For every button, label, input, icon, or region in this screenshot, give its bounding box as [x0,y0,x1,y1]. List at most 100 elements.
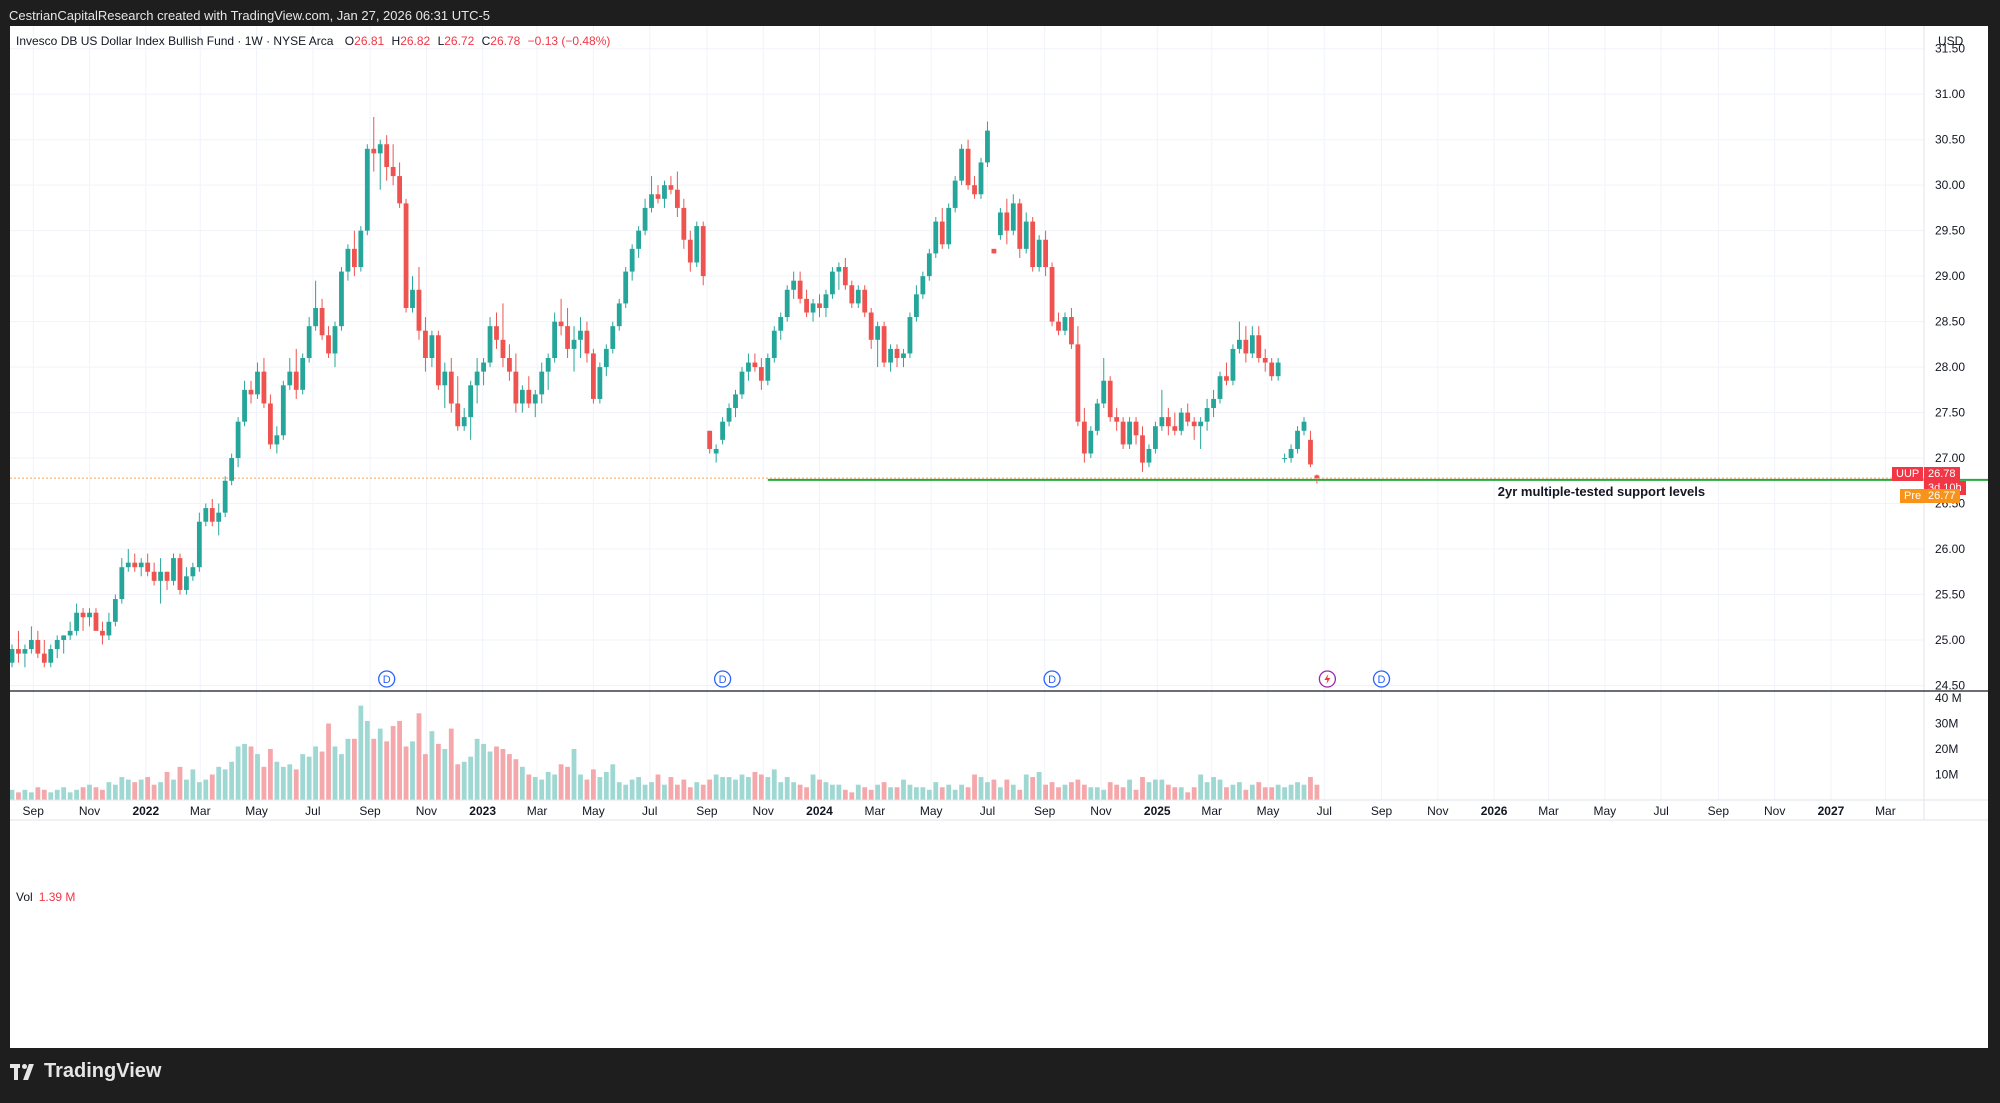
candle-body[interactable] [10,649,15,663]
candle-body[interactable] [1211,398,1216,409]
candle-body[interactable] [358,230,364,268]
candle-body[interactable] [1237,339,1242,349]
candle-body[interactable] [965,148,971,186]
dividend-marker[interactable] [378,670,396,688]
candle-body[interactable] [758,367,764,381]
candle-body[interactable] [16,649,21,654]
candle-body[interactable] [1295,430,1300,449]
candle-body[interactable] [894,348,900,358]
candle-body[interactable] [726,408,732,422]
candle-body[interactable] [914,294,919,318]
candle-body[interactable] [74,612,79,631]
candle-body[interactable] [1010,203,1016,231]
candle-body[interactable] [907,317,913,354]
candle-body[interactable] [539,371,545,395]
candle-body[interactable] [584,330,590,354]
candle-body[interactable] [1062,317,1068,331]
candle-body[interactable] [28,639,34,650]
candle-body[interactable] [1120,421,1126,445]
dividend-marker[interactable] [713,670,732,688]
candle-body[interactable] [1262,358,1268,363]
currency-label[interactable]: USD [1938,34,1964,48]
candle-body[interactable] [209,508,215,522]
candle-body[interactable] [1159,417,1165,427]
candle-body[interactable] [1308,439,1313,465]
candle-body[interactable] [1081,421,1087,454]
candle-body[interactable] [888,348,893,363]
candle-body[interactable] [397,176,402,204]
candle-body[interactable] [642,207,648,231]
candle-body[interactable] [1017,203,1023,249]
candle-body[interactable] [1198,421,1204,427]
candle-body[interactable] [164,571,170,581]
candle-body[interactable] [158,571,163,581]
candle-body[interactable] [125,562,131,568]
candle-body[interactable] [1146,448,1152,463]
candle-body[interactable] [222,480,228,513]
candle-body[interactable] [351,248,357,268]
candle-body[interactable] [138,562,144,568]
support-annotation[interactable]: 2yr multiple-tested support levels [1498,484,1705,499]
candle-body[interactable] [532,394,538,404]
candle-body[interactable] [952,180,958,208]
candle-body[interactable] [765,358,771,381]
candle-body[interactable] [817,303,822,308]
candle-body[interactable] [978,162,984,195]
candle-body[interactable] [229,458,235,481]
candle-body[interactable] [80,612,86,618]
candle-body[interactable] [461,417,467,427]
candle-body[interactable] [100,630,105,636]
candle-body[interactable] [901,353,906,358]
candle-body[interactable] [112,599,118,622]
candle-body[interactable] [339,271,344,327]
candle-body[interactable] [1056,321,1061,331]
candle-body[interactable] [668,185,674,190]
candle-body[interactable] [649,194,654,208]
candle-body[interactable] [1282,458,1288,460]
candle-body[interactable] [468,385,474,418]
candle-body[interactable] [836,267,842,272]
candle-body[interactable] [1049,267,1055,322]
candle-body[interactable] [720,421,725,440]
dividend-marker[interactable] [1043,670,1061,688]
candle-body[interactable] [771,330,777,358]
candle-body[interactable] [1101,380,1107,404]
candle-body[interactable] [855,289,861,304]
candle-body[interactable] [1036,239,1042,268]
candle-body[interactable] [274,435,280,445]
candle-body[interactable] [1114,417,1120,422]
candle-body[interactable] [1133,421,1139,436]
candle-body[interactable] [700,226,706,277]
candle-body[interactable] [371,148,377,154]
candle-body[interactable] [429,335,435,358]
candle-body[interactable] [778,317,784,331]
candle-body[interactable] [623,271,629,304]
candle-body[interactable] [377,144,383,154]
candle-body[interactable] [939,221,945,245]
candle-body[interactable] [1140,435,1145,463]
candle-body[interactable] [61,635,67,640]
candle-body[interactable] [862,289,868,313]
candle-body[interactable] [713,448,719,454]
candle-body[interactable] [145,562,151,572]
candle-body[interactable] [1191,421,1197,427]
candle-body[interactable] [1172,426,1178,431]
candle-body[interactable] [1107,380,1113,418]
candle-body[interactable] [1243,339,1249,354]
candle-body[interactable] [1023,221,1029,249]
candle-body[interactable] [823,294,829,308]
candle-body[interactable] [694,226,700,263]
candle-body[interactable] [797,280,803,299]
candle-body[interactable] [293,371,299,390]
candle-body[interactable] [494,326,499,340]
candle-body[interactable] [403,203,409,308]
volume-label[interactable]: Vol [16,890,33,904]
tradingview-logo[interactable]: TradingView [10,1060,161,1083]
candle-body[interactable] [1185,412,1191,422]
candle-body[interactable] [35,639,41,654]
candle-body[interactable] [1030,221,1036,268]
candle-body[interactable] [603,348,609,368]
candle-body[interactable] [177,558,183,590]
candle-body[interactable] [474,371,480,386]
candle-body[interactable] [268,403,273,445]
